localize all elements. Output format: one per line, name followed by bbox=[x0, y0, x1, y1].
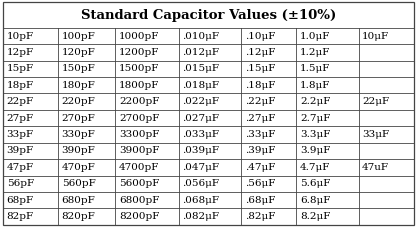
Text: 12pF: 12pF bbox=[7, 48, 34, 57]
Text: 33μF: 33μF bbox=[362, 130, 389, 139]
Text: 4.7μF: 4.7μF bbox=[300, 163, 330, 172]
Text: 2.7μF: 2.7μF bbox=[300, 114, 330, 123]
Text: 2.2μF: 2.2μF bbox=[300, 97, 330, 106]
Text: 820pF: 820pF bbox=[62, 212, 95, 221]
Text: 1200pF: 1200pF bbox=[119, 48, 159, 57]
Text: 18pF: 18pF bbox=[7, 81, 34, 90]
Text: 330pF: 330pF bbox=[62, 130, 95, 139]
Text: 5600pF: 5600pF bbox=[119, 179, 159, 188]
Text: 15pF: 15pF bbox=[7, 64, 34, 73]
Text: 1.5μF: 1.5μF bbox=[300, 64, 330, 73]
Text: 39pF: 39pF bbox=[7, 146, 34, 155]
Text: .012μF: .012μF bbox=[183, 48, 219, 57]
Text: 1000pF: 1000pF bbox=[119, 32, 159, 41]
Text: 22pF: 22pF bbox=[7, 97, 34, 106]
Text: 2200pF: 2200pF bbox=[119, 97, 159, 106]
Text: .18μF: .18μF bbox=[244, 81, 275, 90]
Text: 3300pF: 3300pF bbox=[119, 130, 159, 139]
Text: 4700pF: 4700pF bbox=[119, 163, 159, 172]
Text: .33μF: .33μF bbox=[244, 130, 275, 139]
Text: 5.6μF: 5.6μF bbox=[300, 179, 330, 188]
Text: .022μF: .022μF bbox=[183, 97, 219, 106]
Text: 1.8μF: 1.8μF bbox=[300, 81, 330, 90]
Text: 56pF: 56pF bbox=[7, 179, 34, 188]
Text: 560pF: 560pF bbox=[62, 179, 95, 188]
Text: 33pF: 33pF bbox=[7, 130, 34, 139]
Text: .27μF: .27μF bbox=[244, 114, 275, 123]
Text: .47μF: .47μF bbox=[244, 163, 275, 172]
Text: 680pF: 680pF bbox=[62, 196, 95, 205]
Text: 1800pF: 1800pF bbox=[119, 81, 159, 90]
Text: 1.2μF: 1.2μF bbox=[300, 48, 330, 57]
Text: .039μF: .039μF bbox=[183, 146, 219, 155]
Text: .56μF: .56μF bbox=[244, 179, 275, 188]
Text: .12μF: .12μF bbox=[244, 48, 275, 57]
Text: .082μF: .082μF bbox=[183, 212, 219, 221]
Text: 68pF: 68pF bbox=[7, 196, 34, 205]
Text: 3.9μF: 3.9μF bbox=[300, 146, 330, 155]
Text: .10μF: .10μF bbox=[244, 32, 275, 41]
Text: .018μF: .018μF bbox=[183, 81, 219, 90]
Text: .015μF: .015μF bbox=[183, 64, 219, 73]
Text: .027μF: .027μF bbox=[183, 114, 219, 123]
Text: 47uF: 47uF bbox=[362, 163, 389, 172]
Text: 3.3μF: 3.3μF bbox=[300, 130, 330, 139]
Text: 8200pF: 8200pF bbox=[119, 212, 159, 221]
Text: 82pF: 82pF bbox=[7, 212, 34, 221]
Text: 47pF: 47pF bbox=[7, 163, 34, 172]
Text: 6800pF: 6800pF bbox=[119, 196, 159, 205]
Text: 2700pF: 2700pF bbox=[119, 114, 159, 123]
Text: .068μF: .068μF bbox=[183, 196, 219, 205]
Text: 1500pF: 1500pF bbox=[119, 64, 159, 73]
Text: 22μF: 22μF bbox=[362, 97, 389, 106]
Text: 220pF: 220pF bbox=[62, 97, 95, 106]
Text: 27pF: 27pF bbox=[7, 114, 34, 123]
Text: .056μF: .056μF bbox=[183, 179, 219, 188]
Text: 3900pF: 3900pF bbox=[119, 146, 159, 155]
Text: 390pF: 390pF bbox=[62, 146, 95, 155]
Text: .39μF: .39μF bbox=[244, 146, 275, 155]
Text: .82μF: .82μF bbox=[244, 212, 275, 221]
Text: .010μF: .010μF bbox=[183, 32, 219, 41]
Text: 150pF: 150pF bbox=[62, 64, 95, 73]
Text: 1.0μF: 1.0μF bbox=[300, 32, 330, 41]
Text: .15μF: .15μF bbox=[244, 64, 275, 73]
Text: 180pF: 180pF bbox=[62, 81, 95, 90]
Text: 270pF: 270pF bbox=[62, 114, 95, 123]
Text: 100pF: 100pF bbox=[62, 32, 95, 41]
Text: .033μF: .033μF bbox=[183, 130, 219, 139]
Text: Standard Capacitor Values (±10%): Standard Capacitor Values (±10%) bbox=[81, 9, 336, 22]
Text: .68μF: .68μF bbox=[244, 196, 275, 205]
Text: .22μF: .22μF bbox=[244, 97, 275, 106]
Text: 10pF: 10pF bbox=[7, 32, 34, 41]
Text: .047μF: .047μF bbox=[183, 163, 219, 172]
Text: 120pF: 120pF bbox=[62, 48, 95, 57]
Text: 470pF: 470pF bbox=[62, 163, 95, 172]
Text: 10μF: 10μF bbox=[362, 32, 389, 41]
Text: 6.8μF: 6.8μF bbox=[300, 196, 330, 205]
Text: 8.2μF: 8.2μF bbox=[300, 212, 330, 221]
